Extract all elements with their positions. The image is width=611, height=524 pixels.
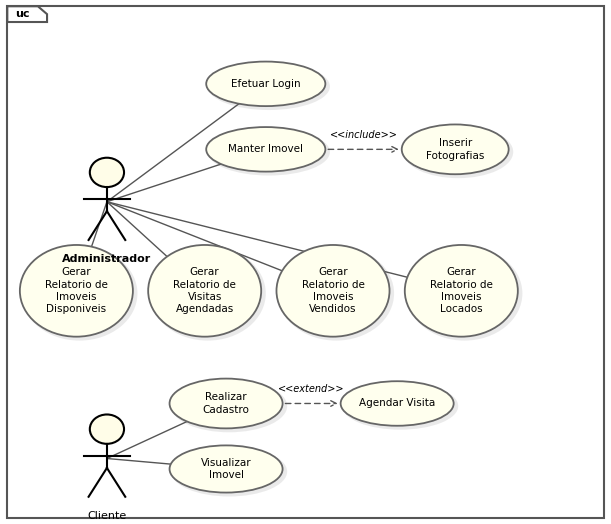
Circle shape (90, 414, 124, 444)
Text: Gerar
Relatorio de
Visitas
Agendadas: Gerar Relatorio de Visitas Agendadas (174, 267, 236, 314)
Text: Inserir
Fotografias: Inserir Fotografias (426, 138, 485, 160)
Text: Manter Imovel: Manter Imovel (229, 144, 303, 155)
Ellipse shape (406, 246, 522, 341)
Ellipse shape (402, 125, 508, 174)
Ellipse shape (278, 246, 394, 341)
Text: Gerar
Relatorio de
Imoveis
Disponiveis: Gerar Relatorio de Imoveis Disponiveis (45, 267, 108, 314)
Ellipse shape (21, 246, 137, 341)
Ellipse shape (170, 445, 282, 493)
Polygon shape (7, 6, 47, 22)
Text: Gerar
Relatorio de
Imoveis
Vendidos: Gerar Relatorio de Imoveis Vendidos (302, 267, 364, 314)
FancyBboxPatch shape (7, 6, 604, 518)
Text: Gerar
Relatorio de
Imoveis
Locados: Gerar Relatorio de Imoveis Locados (430, 267, 492, 314)
Text: Visualizar
Imovel: Visualizar Imovel (201, 458, 251, 480)
Ellipse shape (171, 446, 287, 497)
Ellipse shape (342, 383, 458, 430)
Ellipse shape (171, 380, 287, 432)
Text: Efetuar Login: Efetuar Login (231, 79, 301, 89)
Text: Agendar Visita: Agendar Visita (359, 398, 435, 409)
Text: Realizar
Cadastro: Realizar Cadastro (203, 392, 249, 414)
Circle shape (90, 158, 124, 187)
Ellipse shape (208, 63, 330, 110)
Ellipse shape (20, 245, 133, 337)
Ellipse shape (341, 381, 453, 425)
Text: <<include>>: <<include>> (329, 130, 398, 140)
Ellipse shape (404, 245, 518, 337)
Text: Cliente: Cliente (87, 511, 126, 521)
Text: uc: uc (15, 9, 30, 19)
Ellipse shape (150, 246, 266, 341)
Text: <<extend>>: <<extend>> (279, 384, 345, 394)
Text: Administrador: Administrador (62, 254, 152, 264)
Ellipse shape (207, 127, 326, 172)
Ellipse shape (148, 245, 262, 337)
Ellipse shape (403, 126, 513, 178)
Ellipse shape (207, 62, 326, 106)
Ellipse shape (170, 378, 282, 429)
Ellipse shape (277, 245, 390, 337)
Ellipse shape (208, 128, 330, 176)
